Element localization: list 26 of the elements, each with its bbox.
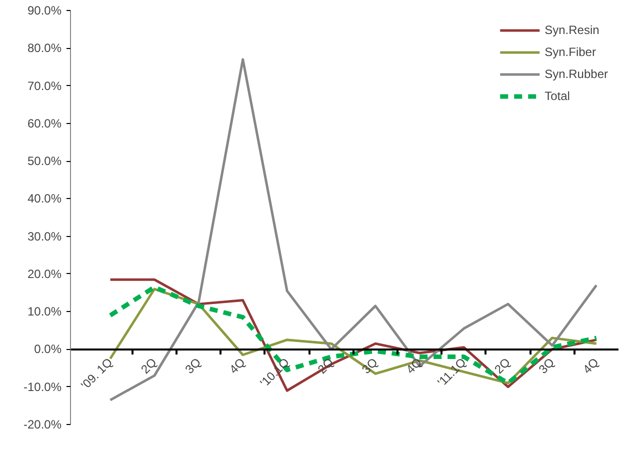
- y-tick-label: 40.0%: [27, 192, 62, 206]
- legend-label: Syn.Resin: [544, 23, 600, 37]
- y-tick-label: 90.0%: [27, 4, 62, 18]
- legend-label: Syn.Rubber: [544, 67, 608, 81]
- x-tick-label: 4Q: [226, 355, 248, 376]
- x-tick-label: '09. 1Q: [78, 355, 116, 392]
- x-tick-label: 2Q: [314, 355, 336, 376]
- x-tick-label: 3Q: [359, 355, 380, 376]
- x-tick-label: 4Q: [403, 355, 425, 376]
- y-tick-label: 60.0%: [27, 116, 62, 130]
- x-tick-label: 2Q: [138, 355, 160, 376]
- y-tick-label: -10.0%: [23, 380, 62, 394]
- y-tick-label: 10.0%: [27, 304, 62, 319]
- x-tick-label: 4Q: [580, 355, 602, 376]
- y-tick-label: 80.0%: [27, 41, 62, 56]
- y-tick-label: 30.0%: [27, 229, 62, 244]
- y-tick-label: 70.0%: [27, 78, 62, 93]
- y-tick-label: 50.0%: [27, 154, 62, 168]
- x-tick-label: 3Q: [536, 355, 558, 376]
- legend-label: Syn.Fiber: [544, 45, 596, 59]
- y-tick-label: -20.0%: [23, 418, 62, 432]
- x-tick-label: 2Q: [492, 355, 513, 376]
- legend-label: Total: [544, 89, 570, 103]
- x-tick-label: 3Q: [182, 355, 204, 376]
- y-tick-label: 20.0%: [27, 266, 62, 281]
- y-tick-label: 0.0%: [34, 342, 62, 356]
